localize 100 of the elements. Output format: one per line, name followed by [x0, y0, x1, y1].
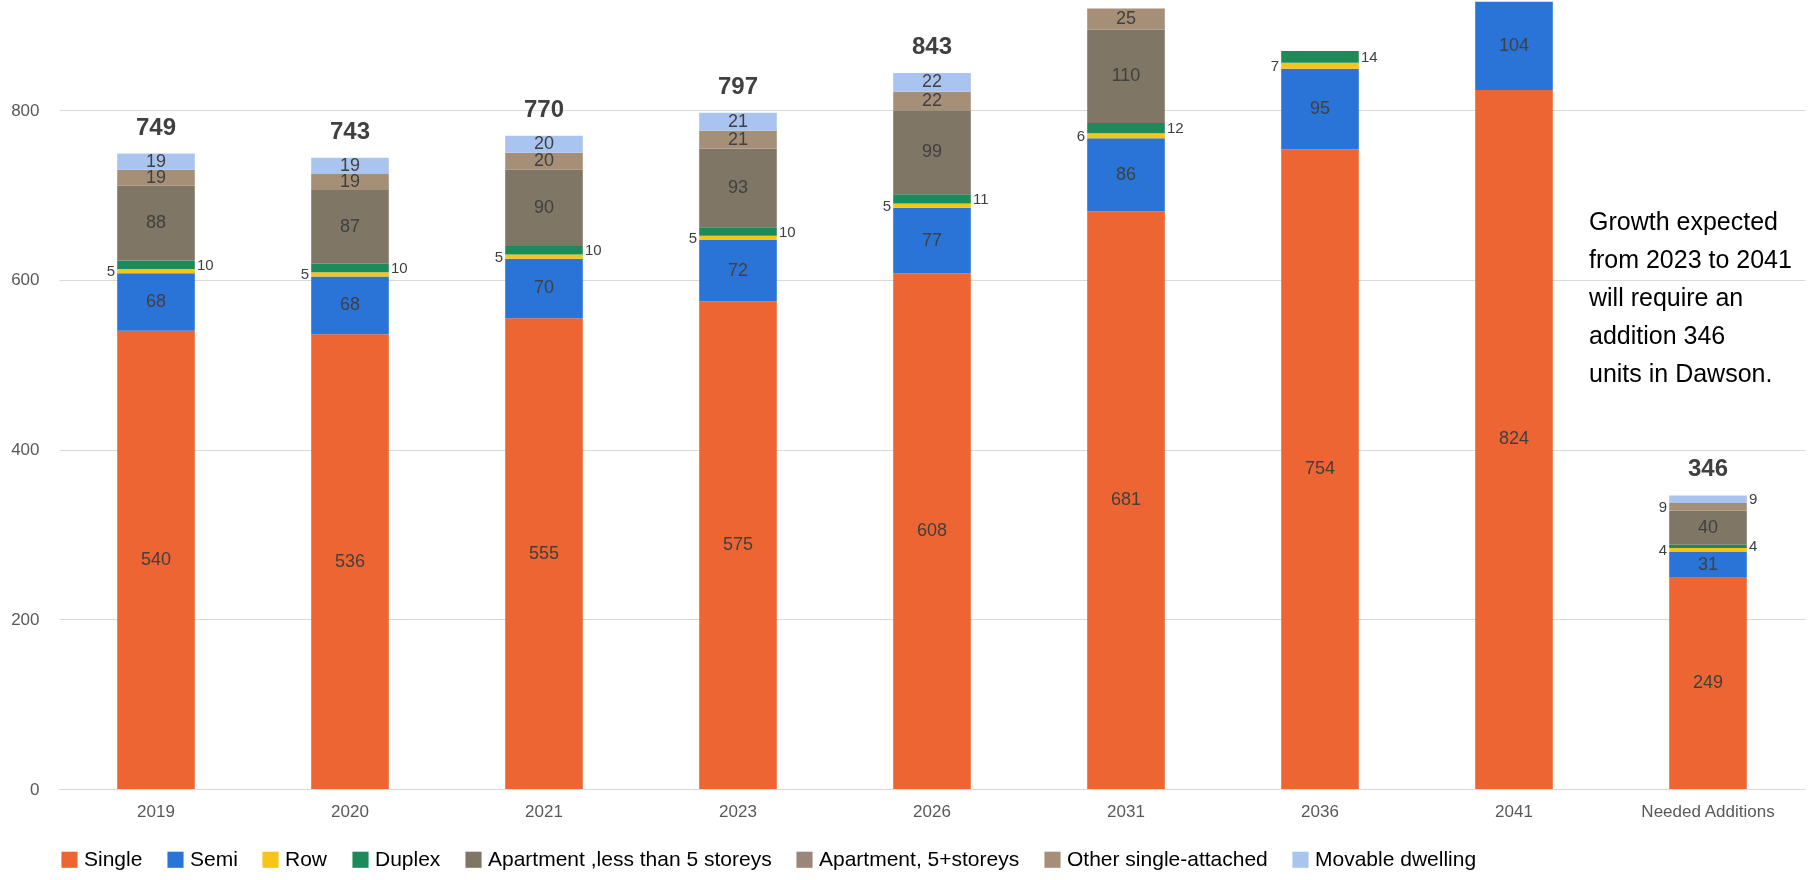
- data-label: 11: [973, 189, 989, 207]
- legend-label: Movable dwelling: [1315, 846, 1477, 870]
- data-label: 9: [1749, 490, 1758, 508]
- bar: [1669, 577, 1747, 789]
- data-label: 12: [1167, 119, 1184, 137]
- bar: [1669, 551, 1747, 578]
- bar: [311, 272, 389, 277]
- bar: [1669, 503, 1747, 511]
- data-label: 40: [1697, 516, 1719, 537]
- bar: [311, 276, 389, 335]
- x-tick-label: 2019: [137, 801, 175, 821]
- data-label: 575: [722, 534, 754, 555]
- data-label: 10: [197, 255, 214, 273]
- data-label: 68: [339, 294, 361, 315]
- data-label: 86: [1115, 163, 1137, 184]
- data-label: 4: [1658, 540, 1667, 558]
- data-label: 536: [334, 550, 366, 571]
- bar: [699, 227, 777, 236]
- bar: [505, 254, 583, 259]
- data-label: 5: [494, 247, 503, 265]
- bar: [699, 301, 777, 789]
- data-label: 555: [528, 542, 560, 563]
- x-tick-label: 2036: [1301, 801, 1339, 821]
- data-label: 21: [727, 128, 749, 149]
- bar: [117, 330, 195, 789]
- bar: [1087, 8, 1165, 30]
- data-label: 77: [921, 229, 943, 250]
- bar: [1281, 50, 1359, 63]
- total-label: 843: [911, 31, 953, 59]
- bar: [893, 110, 971, 195]
- y-tick-label: 600: [11, 270, 40, 290]
- data-label: 70: [533, 277, 555, 298]
- bar: [505, 246, 583, 255]
- bar: [1281, 149, 1359, 789]
- x-tick-label: Needed Additions: [1641, 801, 1775, 821]
- data-label: 14: [1361, 47, 1378, 65]
- data-label: 824: [1498, 428, 1530, 449]
- bar: [699, 235, 777, 241]
- data-label: 5: [882, 196, 891, 214]
- legend-label: Duplex: [375, 846, 441, 870]
- total-label: 749: [135, 112, 177, 140]
- data-label: 22: [921, 89, 943, 110]
- data-label: 95: [1309, 98, 1331, 119]
- data-label: 87: [339, 215, 361, 236]
- bar: [1087, 133, 1165, 139]
- data-label: 5: [106, 262, 115, 280]
- data-label: 7: [1270, 56, 1279, 74]
- data-label: 10: [779, 222, 796, 240]
- data-label: 22: [921, 71, 943, 92]
- data-label: 99: [921, 141, 943, 162]
- bar: [893, 203, 971, 208]
- data-label: 608: [916, 520, 948, 541]
- data-label: 25: [1115, 8, 1137, 29]
- x-tick-label: 2023: [719, 801, 757, 821]
- legend-label: Semi: [190, 846, 238, 870]
- bar: [893, 72, 971, 92]
- bar: [311, 334, 389, 789]
- x-tick-label: 2021: [525, 801, 563, 821]
- bar: [893, 207, 971, 274]
- bar: [699, 240, 777, 302]
- bar: [893, 273, 971, 789]
- bar: [117, 185, 195, 261]
- data-label: 72: [727, 259, 749, 280]
- bar: [505, 169, 583, 247]
- bar: [1281, 68, 1359, 150]
- data-label: 104: [1498, 34, 1530, 55]
- bar: [1087, 211, 1165, 789]
- bar: [505, 318, 583, 789]
- data-label: 90: [533, 196, 555, 217]
- total-label: 797: [717, 71, 759, 99]
- data-label: 10: [585, 241, 602, 259]
- bar: [1475, 1, 1553, 90]
- bar: [117, 273, 195, 331]
- y-tick-label: 400: [11, 440, 40, 460]
- bar: [1475, 89, 1553, 789]
- bar: [699, 112, 777, 131]
- data-label: 681: [1110, 489, 1142, 510]
- y-tick-label: 0: [30, 779, 40, 799]
- data-label: 31: [1697, 553, 1719, 574]
- legend-label: Apartment ,less than 5 storeys: [488, 846, 772, 870]
- data-label: 9: [1658, 497, 1667, 515]
- y-tick-label: 800: [11, 100, 40, 120]
- bar: [699, 148, 777, 228]
- bar: [1669, 510, 1747, 545]
- data-label: 93: [727, 176, 749, 197]
- bar: [1281, 62, 1359, 69]
- legend-label: Other single-attached: [1067, 846, 1268, 870]
- x-tick-label: 2020: [331, 801, 369, 821]
- bar: [311, 190, 389, 264]
- data-label: 6: [1076, 126, 1085, 144]
- data-label: 249: [1692, 672, 1724, 693]
- legend-label: Row: [285, 846, 328, 870]
- bar: [893, 194, 971, 204]
- x-tick-label: 2026: [913, 801, 951, 821]
- total-label: 770: [523, 94, 565, 122]
- bar: [117, 260, 195, 269]
- annotation: Growth expected from 2023 to 2041 will require an addition 346 units in Dawson.: [1588, 207, 1792, 387]
- legend-label: Single: [84, 846, 143, 870]
- data-label: 5: [300, 265, 309, 283]
- bar: [1087, 123, 1165, 134]
